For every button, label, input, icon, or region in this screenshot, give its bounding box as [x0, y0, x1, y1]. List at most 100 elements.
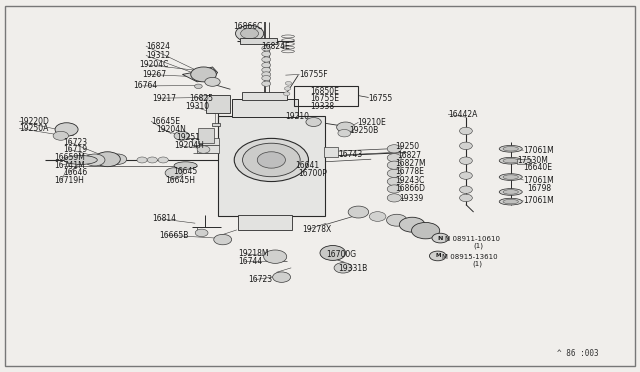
- Ellipse shape: [503, 190, 518, 194]
- Text: 16645E: 16645E: [151, 117, 180, 126]
- Bar: [517, 159, 531, 164]
- Bar: [238, 215, 292, 230]
- Text: 16646: 16646: [63, 169, 87, 177]
- Circle shape: [387, 214, 407, 226]
- Circle shape: [262, 81, 271, 86]
- Circle shape: [165, 168, 183, 178]
- Bar: [206, 95, 230, 113]
- Text: 16755F: 16755F: [300, 70, 328, 79]
- Circle shape: [214, 234, 232, 245]
- Text: 19243C: 19243C: [396, 176, 425, 185]
- Text: 19204N: 19204N: [156, 125, 186, 134]
- Circle shape: [199, 95, 208, 100]
- Text: 16866D: 16866D: [396, 184, 426, 193]
- Text: 19251: 19251: [177, 133, 201, 142]
- Circle shape: [262, 51, 271, 57]
- Circle shape: [262, 62, 271, 68]
- Text: 16700P: 16700P: [298, 169, 327, 178]
- Circle shape: [197, 146, 210, 153]
- Bar: [212, 123, 220, 126]
- Text: 16778E: 16778E: [396, 167, 424, 176]
- Text: 19220D: 19220D: [19, 117, 49, 126]
- Text: 16866C: 16866C: [234, 22, 263, 31]
- Circle shape: [243, 143, 300, 177]
- Text: 16741M: 16741M: [54, 161, 85, 170]
- Circle shape: [387, 177, 401, 186]
- Text: 16764: 16764: [133, 81, 157, 90]
- Ellipse shape: [499, 145, 522, 152]
- Text: 16723: 16723: [248, 275, 273, 284]
- Circle shape: [262, 76, 271, 81]
- Circle shape: [205, 77, 220, 86]
- Circle shape: [147, 157, 157, 163]
- Text: 16755E: 16755E: [310, 94, 339, 103]
- Circle shape: [195, 84, 202, 89]
- Ellipse shape: [503, 158, 518, 163]
- Text: 19278X: 19278X: [302, 225, 332, 234]
- Text: 16743: 16743: [338, 150, 362, 159]
- Circle shape: [262, 46, 271, 51]
- Text: 17530M: 17530M: [517, 156, 548, 165]
- Circle shape: [195, 229, 208, 237]
- Text: 16798: 16798: [527, 185, 552, 193]
- Text: 17061M: 17061M: [524, 176, 554, 185]
- Text: 19250A: 19250A: [19, 124, 49, 133]
- Text: 19210: 19210: [285, 112, 309, 121]
- Circle shape: [306, 118, 321, 126]
- Circle shape: [460, 127, 472, 135]
- Circle shape: [284, 92, 290, 96]
- Bar: [192, 138, 219, 145]
- Circle shape: [387, 154, 401, 162]
- Circle shape: [262, 72, 271, 77]
- Text: (1): (1): [474, 242, 484, 249]
- Circle shape: [460, 142, 472, 150]
- Ellipse shape: [499, 189, 522, 195]
- Text: 16645H: 16645H: [165, 176, 195, 185]
- Circle shape: [158, 157, 168, 163]
- Circle shape: [236, 25, 264, 42]
- Text: 16640E: 16640E: [524, 163, 552, 172]
- Circle shape: [137, 157, 147, 163]
- Circle shape: [257, 152, 285, 168]
- Text: 16824E: 16824E: [261, 42, 290, 51]
- Text: 16665B: 16665B: [159, 231, 188, 240]
- Text: 19217: 19217: [152, 94, 177, 103]
- Circle shape: [460, 194, 472, 202]
- Circle shape: [264, 250, 287, 263]
- Text: 16719H: 16719H: [54, 176, 84, 185]
- Bar: [324, 147, 338, 157]
- Circle shape: [460, 172, 472, 179]
- Circle shape: [285, 81, 292, 85]
- Text: 16827M: 16827M: [396, 159, 426, 168]
- Ellipse shape: [64, 155, 97, 164]
- Text: 16723: 16723: [63, 138, 87, 147]
- Circle shape: [262, 57, 271, 62]
- Text: N: N: [438, 235, 443, 241]
- Text: 19210E: 19210E: [357, 118, 386, 127]
- Ellipse shape: [174, 162, 197, 169]
- Text: 16659M: 16659M: [54, 153, 85, 162]
- Circle shape: [262, 67, 271, 73]
- Ellipse shape: [503, 147, 518, 151]
- Circle shape: [412, 222, 440, 239]
- Text: 16825: 16825: [189, 94, 214, 103]
- Ellipse shape: [499, 157, 522, 164]
- Text: 16719: 16719: [63, 145, 87, 154]
- Text: 19339: 19339: [399, 194, 424, 203]
- Circle shape: [387, 194, 401, 202]
- Circle shape: [241, 28, 259, 39]
- Circle shape: [387, 145, 401, 153]
- Text: 19250: 19250: [396, 142, 420, 151]
- Circle shape: [84, 154, 105, 166]
- Text: M 08915-13610: M 08915-13610: [442, 254, 497, 260]
- Text: 16442A: 16442A: [448, 110, 477, 119]
- Circle shape: [273, 272, 291, 282]
- Text: 19310: 19310: [186, 102, 210, 111]
- Text: 16824: 16824: [146, 42, 170, 51]
- Text: M: M: [435, 253, 440, 259]
- Circle shape: [53, 131, 68, 140]
- Circle shape: [399, 217, 425, 232]
- Text: 16744: 16744: [238, 257, 262, 266]
- Circle shape: [337, 122, 355, 132]
- Bar: [240, 38, 277, 44]
